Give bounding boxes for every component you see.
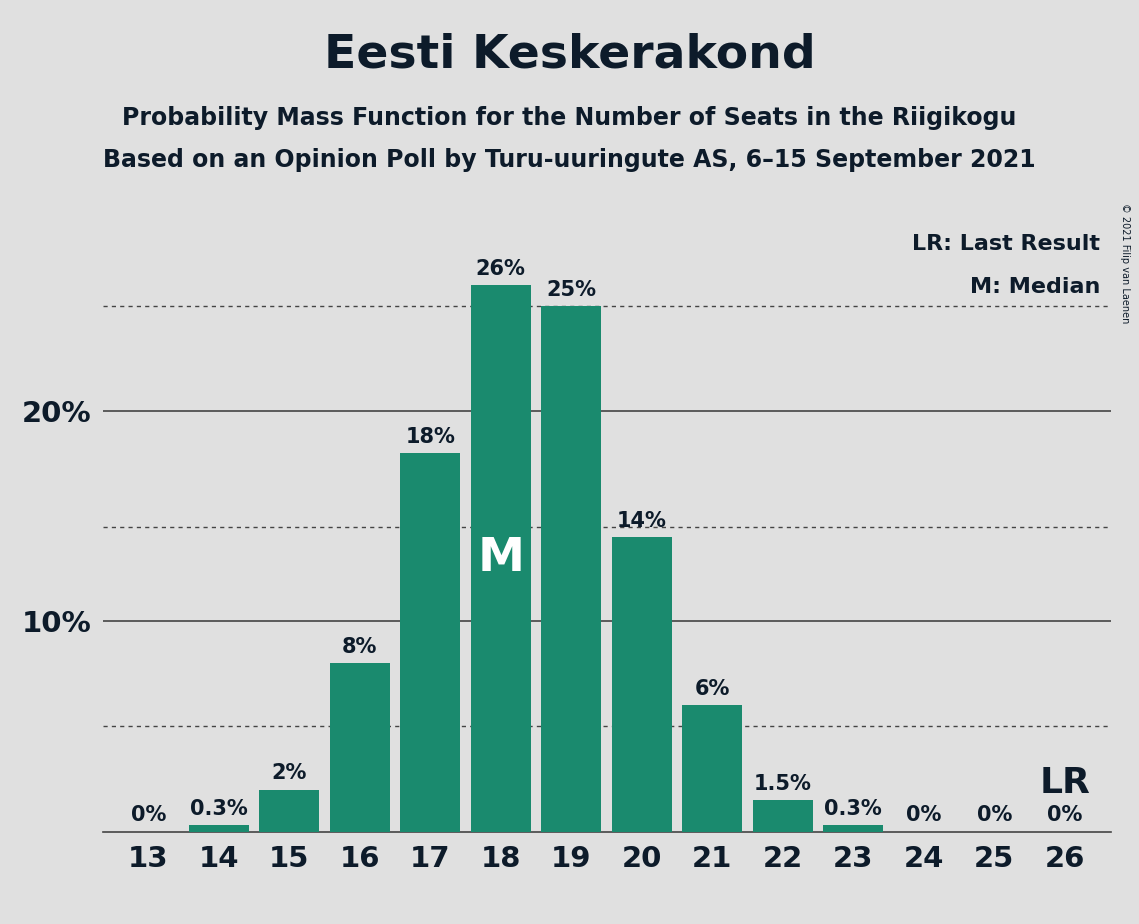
Text: 14%: 14%: [617, 511, 666, 531]
Bar: [541, 306, 601, 832]
Text: 0%: 0%: [131, 806, 166, 825]
Bar: [260, 789, 319, 832]
Text: 1.5%: 1.5%: [754, 773, 812, 794]
Bar: [400, 453, 460, 832]
Text: M: Median: M: Median: [970, 276, 1100, 297]
Text: 26%: 26%: [476, 259, 526, 278]
Text: 0%: 0%: [976, 806, 1011, 825]
Text: 0.3%: 0.3%: [825, 799, 882, 819]
Bar: [330, 663, 390, 832]
Bar: [753, 800, 813, 832]
Bar: [823, 825, 883, 832]
Bar: [612, 537, 672, 832]
Text: 25%: 25%: [547, 280, 597, 299]
Text: 2%: 2%: [271, 763, 308, 784]
Bar: [470, 285, 531, 832]
Bar: [682, 705, 743, 832]
Text: 6%: 6%: [695, 679, 730, 699]
Text: Probability Mass Function for the Number of Seats in the Riigikogu: Probability Mass Function for the Number…: [122, 106, 1017, 130]
Text: © 2021 Filip van Laenen: © 2021 Filip van Laenen: [1120, 203, 1130, 323]
Text: Based on an Opinion Poll by Turu-uuringute AS, 6–15 September 2021: Based on an Opinion Poll by Turu-uuringu…: [104, 148, 1035, 172]
Text: 0.3%: 0.3%: [190, 799, 247, 819]
Text: 18%: 18%: [405, 427, 456, 447]
Text: 0%: 0%: [906, 806, 942, 825]
Bar: [189, 825, 248, 832]
Text: LR: LR: [1039, 766, 1090, 800]
Text: Eesti Keskerakond: Eesti Keskerakond: [323, 32, 816, 78]
Text: LR: Last Result: LR: Last Result: [912, 234, 1100, 254]
Text: M: M: [477, 536, 524, 580]
Text: 0%: 0%: [1047, 806, 1082, 825]
Text: 8%: 8%: [342, 637, 377, 657]
